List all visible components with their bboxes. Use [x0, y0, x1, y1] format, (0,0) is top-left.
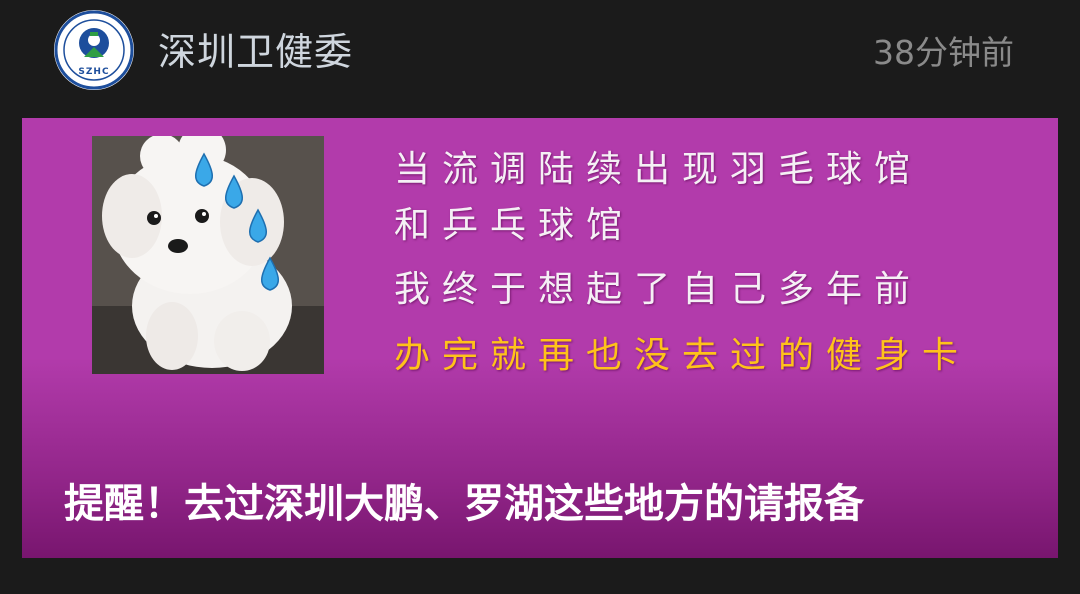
- meme-line: 我终于想起了自己多年前: [394, 269, 923, 310]
- article-card[interactable]: 当流调陆续出现羽毛球馆 和乒乓球馆 我终于想起了自己多年前 办完就再也没去过的健…: [22, 118, 1058, 558]
- puppy-photo: [92, 136, 324, 374]
- meme-line: 和乒乓球馆: [394, 205, 635, 246]
- feed-header: SZHC 深圳卫健委 38分钟前: [0, 0, 1080, 118]
- puppy-sweat-drops-icon: [92, 136, 324, 374]
- card-gradient: [22, 358, 1058, 558]
- meme-line-highlight: 办完就再也没去过的健身卡: [394, 335, 971, 376]
- meme-text-block: 当流调陆续出现羽毛球馆 和乒乓球馆 我终于想起了自己多年前 办完就再也没去过的健…: [394, 142, 1034, 384]
- article-headline[interactable]: 提醒！去过深圳大鹏、罗湖这些地方的请报备: [64, 481, 864, 527]
- account-name[interactable]: 深圳卫健委: [158, 30, 354, 74]
- avatar-text: SZHC: [78, 67, 109, 77]
- health-commission-logo-icon: SZHC: [54, 10, 134, 90]
- avatar[interactable]: SZHC: [54, 10, 134, 90]
- meme-line: 当流调陆续出现羽毛球馆: [394, 149, 923, 190]
- timestamp: 38分钟前: [873, 33, 1014, 72]
